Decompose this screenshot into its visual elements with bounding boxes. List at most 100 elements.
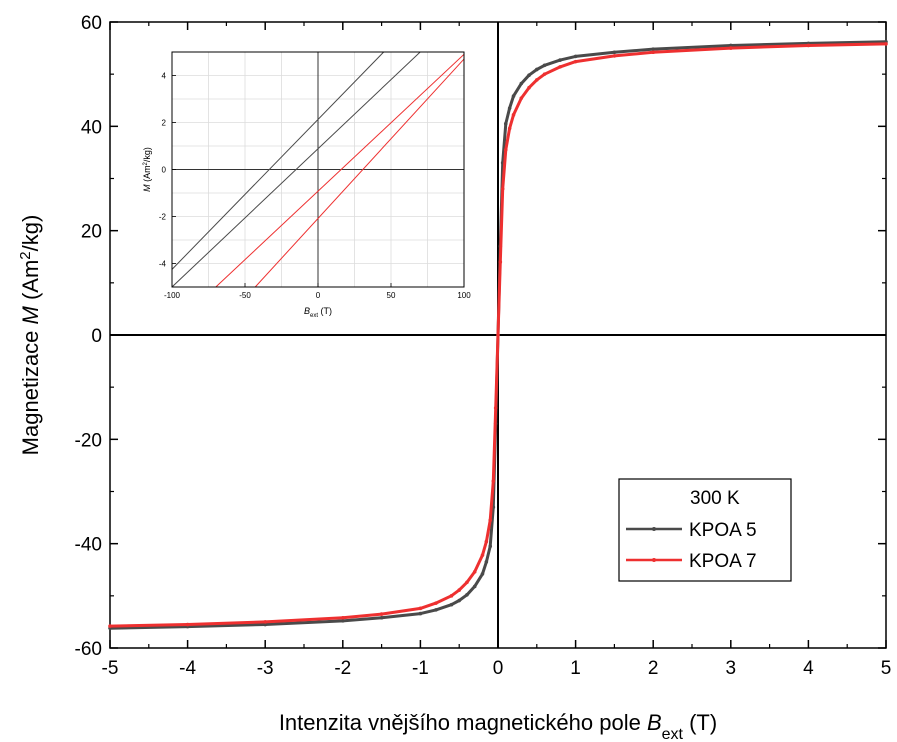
data-point: [488, 518, 493, 522]
data-point: [507, 126, 512, 131]
data-point: [418, 606, 423, 611]
axis-titles: Intenzita vnějšího magnetického pole Bex…: [17, 215, 718, 742]
data-point: [535, 67, 539, 72]
inset-series-line: [172, 52, 421, 287]
data-point: [449, 602, 454, 607]
data-point: [511, 94, 516, 98]
data-point: [434, 608, 438, 612]
inset-y-tick-label: -4: [159, 260, 167, 269]
data-point: [612, 50, 617, 55]
data-point: [519, 96, 524, 100]
data-point: [341, 615, 345, 620]
data-point: [573, 54, 578, 59]
data-point: [729, 46, 733, 50]
data-point: [507, 106, 512, 110]
data-point: [612, 54, 617, 58]
data-point: [884, 42, 888, 46]
data-point: [108, 624, 112, 628]
inset-plot: -100 -50 0 50 100 -4 -2 0 2 4 Bext (T) M (Am2/kg): [142, 51, 471, 319]
x-tick-label: 3: [726, 658, 737, 679]
inset-y-tick-label: 2: [162, 119, 167, 128]
data-point: [457, 598, 462, 603]
data-point: [491, 479, 496, 483]
legend: 300 K KPOA 5 KPOA 7: [618, 478, 792, 582]
data-point: [806, 43, 811, 48]
data-point: [729, 43, 733, 48]
data-point: [263, 622, 268, 627]
data-point: [465, 580, 469, 585]
inset-y-axis-title: M (Am2/kg): [142, 147, 152, 192]
y-tick-label: 60: [81, 13, 102, 34]
y-tick-label: 0: [91, 326, 102, 347]
x-tick-label: -2: [334, 658, 351, 679]
y-axis-title: Magnetizace M (Am2/kg): [17, 215, 44, 456]
inset-x-tick-label: 50: [387, 291, 396, 300]
inset-x-tick-label: -50: [239, 291, 251, 300]
inset-series-line: [215, 53, 464, 287]
data-point: [434, 601, 438, 605]
data-point: [484, 560, 489, 564]
data-point: [465, 592, 469, 597]
x-tick-label: -4: [179, 658, 196, 679]
inset-x-tick-label: -100: [164, 291, 181, 300]
legend-title: 300 K: [690, 488, 740, 509]
data-point: [449, 594, 454, 598]
inset-series-line: [254, 58, 464, 287]
data-point: [379, 615, 384, 620]
data-point: [496, 333, 500, 337]
data-point: [535, 78, 539, 82]
inset-x-tick-label: 100: [457, 291, 471, 300]
y-tick-label: 20: [81, 222, 102, 243]
data-point: [457, 588, 462, 592]
y-tick-label: -40: [75, 535, 102, 556]
data-point: [472, 584, 477, 589]
inset-x-tick-label: 0: [316, 291, 321, 300]
data-point: [519, 81, 524, 86]
data-point: [527, 73, 531, 78]
legend-marker: [652, 558, 656, 562]
data-point: [418, 611, 423, 616]
inset-series-line: [172, 52, 385, 270]
data-point: [527, 85, 531, 90]
inset-series-group: [172, 52, 464, 287]
x-tick-label: 2: [648, 658, 659, 679]
data-point: [472, 570, 477, 574]
data-point: [263, 620, 268, 624]
x-tick-label: -5: [102, 658, 119, 679]
data-point: [480, 572, 485, 576]
x-tick-label: -1: [412, 658, 429, 679]
legend-entry: KPOA 7: [689, 551, 757, 572]
legend-box: [618, 478, 792, 582]
data-point: [542, 72, 547, 76]
inset-y-tick-label: -2: [159, 213, 167, 222]
data-point: [500, 187, 505, 191]
data-point: [503, 148, 508, 152]
data-point: [542, 63, 547, 68]
legend-marker: [652, 527, 656, 531]
data-point: [503, 121, 508, 126]
y-tick-label: -20: [75, 430, 102, 451]
y-tick-label: 40: [81, 117, 102, 138]
data-point: [498, 260, 503, 264]
data-point: [511, 113, 516, 117]
x-axis-title: Intenzita vnějšího magnetického pole Bex…: [279, 710, 717, 742]
data-point: [185, 622, 190, 627]
data-point: [484, 539, 489, 544]
legend-entry: KPOA 5: [689, 520, 757, 541]
data-point: [379, 612, 384, 616]
data-point: [493, 406, 498, 410]
data-point: [573, 59, 578, 64]
data-point: [488, 544, 493, 549]
x-tick-label: 1: [570, 658, 581, 679]
x-tick-label: 5: [881, 658, 892, 679]
x-tick-label: -3: [257, 658, 274, 679]
y-tick-label: -60: [75, 639, 102, 660]
inset-y-tick-label: 4: [162, 72, 167, 81]
x-tick-label: 0: [493, 658, 504, 679]
data-point: [651, 50, 655, 55]
x-tick-label: 4: [803, 658, 814, 679]
data-point: [480, 553, 485, 557]
inset-x-axis-title: Bext (T): [304, 306, 332, 319]
